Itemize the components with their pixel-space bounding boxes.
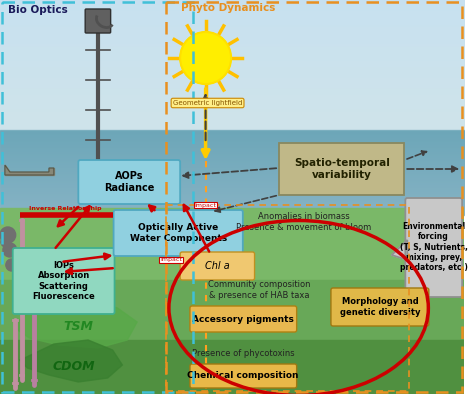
Text: Anomalies in biomass
Presence & movement of bloom: Anomalies in biomass Presence & movement…	[236, 212, 371, 232]
Text: Community composition
& presence of HAB taxa: Community composition & presence of HAB …	[208, 280, 311, 300]
Text: Inverse Relationship: Inverse Relationship	[29, 206, 102, 211]
Text: TSM: TSM	[64, 320, 93, 333]
Text: Phyto Dynamics: Phyto Dynamics	[181, 3, 275, 13]
Text: Chl a: Chl a	[205, 261, 230, 271]
FancyBboxPatch shape	[114, 210, 243, 256]
Polygon shape	[15, 298, 137, 348]
Bar	[0, 208, 464, 394]
Bar	[2, 2, 193, 392]
Circle shape	[180, 32, 231, 84]
Bar	[0, 340, 464, 394]
Circle shape	[3, 243, 17, 257]
Text: Environmental
forcing
(T, S, Nutrients,
mixing, prey,
predators, etc.): Environmental forcing (T, S, Nutrients, …	[400, 222, 468, 272]
Text: Presence of phycotoxins: Presence of phycotoxins	[191, 349, 294, 357]
FancyBboxPatch shape	[78, 160, 180, 204]
Text: Impact: Impact	[195, 203, 217, 208]
Bar	[0, 280, 464, 394]
FancyBboxPatch shape	[85, 9, 110, 33]
Circle shape	[0, 227, 16, 243]
FancyBboxPatch shape	[190, 306, 297, 332]
Text: Accessory pigments: Accessory pigments	[192, 314, 294, 323]
Text: Chemical composition: Chemical composition	[187, 372, 299, 381]
Text: Optically Active
Water Components: Optically Active Water Components	[129, 223, 227, 243]
FancyBboxPatch shape	[279, 143, 404, 195]
Circle shape	[6, 259, 18, 271]
Bar	[166, 2, 462, 392]
Polygon shape	[392, 240, 407, 260]
FancyBboxPatch shape	[180, 252, 255, 280]
Bar	[166, 205, 409, 391]
Circle shape	[1, 237, 11, 247]
Polygon shape	[19, 340, 122, 382]
Text: AOPs
Radiance: AOPs Radiance	[104, 171, 155, 193]
Text: Spatio-temporal
variability: Spatio-temporal variability	[294, 158, 390, 180]
Text: Geometric lightfield: Geometric lightfield	[173, 100, 242, 106]
Text: Morphology and
genetic diversity: Morphology and genetic diversity	[340, 297, 420, 317]
FancyBboxPatch shape	[13, 248, 115, 314]
Text: Impact: Impact	[160, 258, 182, 262]
Text: CDOM: CDOM	[52, 361, 95, 374]
Text: IOPs
Absorption
Scattering
Fluorescence: IOPs Absorption Scattering Fluorescence	[32, 261, 95, 301]
FancyBboxPatch shape	[331, 288, 429, 326]
FancyBboxPatch shape	[405, 198, 462, 297]
Text: Bio Optics: Bio Optics	[8, 5, 68, 15]
FancyBboxPatch shape	[190, 364, 297, 388]
Polygon shape	[5, 165, 54, 175]
